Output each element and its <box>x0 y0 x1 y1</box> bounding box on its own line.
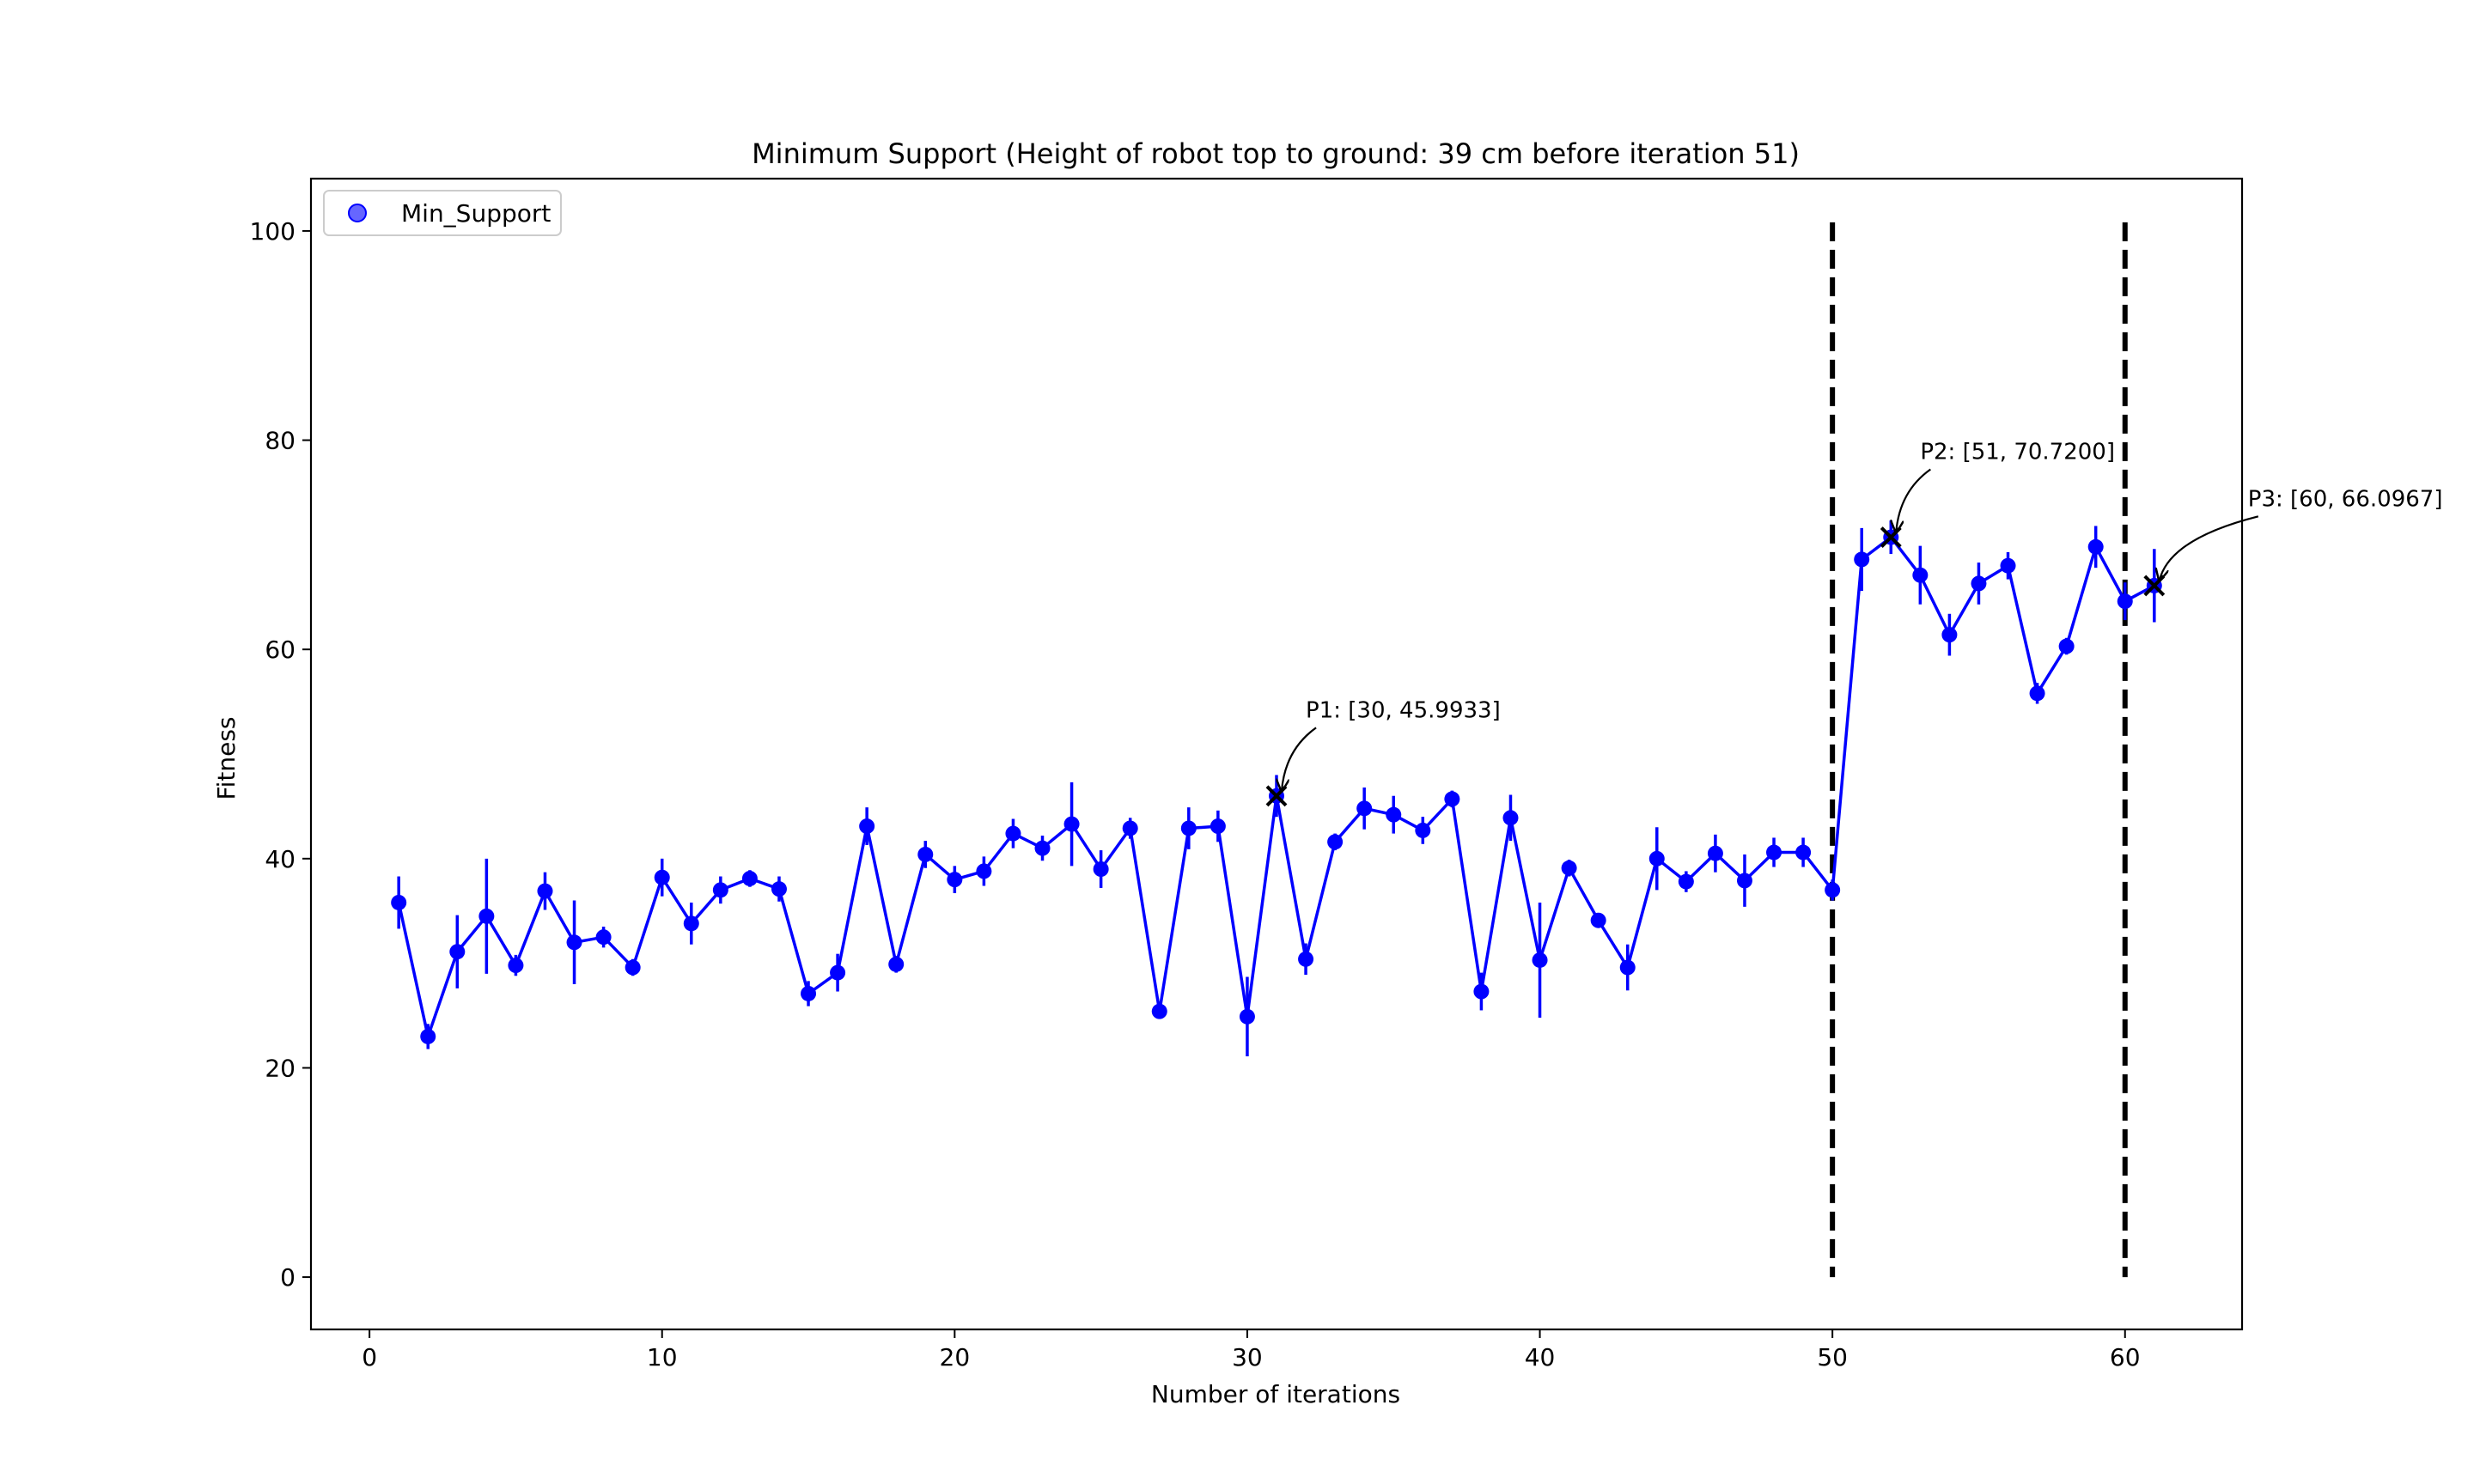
data-point <box>2087 538 2104 555</box>
data-point <box>888 956 905 972</box>
annotation-arrow <box>2160 515 2259 581</box>
data-point <box>917 846 934 862</box>
data-point <box>1005 825 1021 842</box>
data-point <box>1941 627 1958 643</box>
data-point <box>771 881 787 897</box>
data-point <box>1825 882 1841 898</box>
data-point <box>683 915 699 932</box>
data-point <box>1210 818 1226 835</box>
x-tick-label: 30 <box>1232 1343 1263 1371</box>
y-tick-label: 60 <box>265 636 296 664</box>
data-point <box>625 959 641 976</box>
data-point <box>566 934 582 951</box>
data-point <box>2029 685 2045 702</box>
data-point <box>1795 844 1812 861</box>
annotation-label: P2: [51, 70.7200] <box>1920 439 2115 465</box>
data-point <box>1093 861 1109 877</box>
data-point <box>1502 810 1519 826</box>
y-tick-label: 40 <box>265 845 296 873</box>
x-tick-label: 60 <box>2110 1343 2141 1371</box>
legend-box <box>323 190 562 236</box>
data-point <box>1648 850 1665 867</box>
data-point <box>1561 860 1577 876</box>
data-point <box>1356 800 1373 817</box>
data-point <box>1912 567 1929 583</box>
x-tick-label: 10 <box>647 1343 678 1371</box>
data-point <box>1619 959 1636 976</box>
data-point <box>420 1028 436 1044</box>
plot-frame <box>309 177 2244 1331</box>
data-point <box>1298 951 1314 967</box>
data-point <box>1239 1008 1255 1025</box>
data-point <box>830 964 846 981</box>
data-point <box>478 908 495 924</box>
data-point <box>1590 912 1606 928</box>
data-point <box>741 870 758 886</box>
legend-marker-min-support <box>348 204 367 222</box>
data-point <box>508 958 524 974</box>
y-axis-label: Fitness <box>212 717 241 800</box>
x-axis-label: Number of iterations <box>1151 1380 1400 1408</box>
annotation-label: P1: [30, 45.9933] <box>1306 697 1501 723</box>
legend-entry-min-support: Min_Support <box>401 199 551 228</box>
data-point <box>859 818 875 835</box>
data-point <box>449 944 466 960</box>
x-tick-label: 0 <box>362 1343 377 1371</box>
data-point <box>1678 873 1694 890</box>
data-point <box>1122 820 1138 836</box>
data-point <box>1854 551 1870 568</box>
data-point <box>1473 983 1490 1000</box>
data-points <box>391 529 2162 1044</box>
data-point <box>537 883 553 899</box>
legend: Min_Support <box>323 190 562 236</box>
data-point <box>654 869 670 885</box>
chart-title: Minimum Support (Height of robot top to … <box>752 137 1800 170</box>
data-point <box>2000 557 2016 574</box>
annotation-label: P3: [60, 66.0967] <box>2248 486 2443 512</box>
data-point <box>1532 952 1548 968</box>
y-tick-label: 100 <box>250 217 296 246</box>
data-point <box>1034 840 1051 856</box>
y-tick-label: 20 <box>265 1054 296 1082</box>
data-point <box>1444 791 1460 807</box>
annotation-arrow <box>1896 468 1931 532</box>
data-point <box>1971 575 1987 592</box>
x-tick-label: 50 <box>1817 1343 1848 1371</box>
reference-lines <box>1830 222 2128 1278</box>
data-point <box>1327 834 1344 850</box>
y-tick-label: 0 <box>280 1263 296 1292</box>
data-point <box>2117 593 2133 610</box>
data-point <box>391 894 407 910</box>
x-tick-label: 40 <box>1525 1343 1556 1371</box>
x-tick-label: 20 <box>940 1343 971 1371</box>
annotation-arrow <box>1282 727 1317 790</box>
axes: 0 10 20 30 40 50 60 0 20 40 60 80 100 <box>250 177 2244 1371</box>
data-point <box>595 929 612 946</box>
data-point <box>2058 638 2075 654</box>
data-point <box>801 985 817 1001</box>
annotations: P1: [30, 45.9933] P2: [51, 70.7200] P3: [6… <box>1265 439 2443 807</box>
data-point <box>947 872 963 888</box>
data-point <box>1736 873 1752 889</box>
data-point <box>1766 844 1782 861</box>
data-point <box>1386 806 1402 823</box>
data-point <box>1180 820 1197 836</box>
data-point <box>1151 1003 1167 1019</box>
data-point <box>1707 845 1723 861</box>
data-point <box>1415 822 1431 838</box>
data-point <box>1063 816 1080 832</box>
y-tick-label: 80 <box>265 427 296 455</box>
data-point <box>712 882 728 898</box>
data-point <box>976 863 992 879</box>
